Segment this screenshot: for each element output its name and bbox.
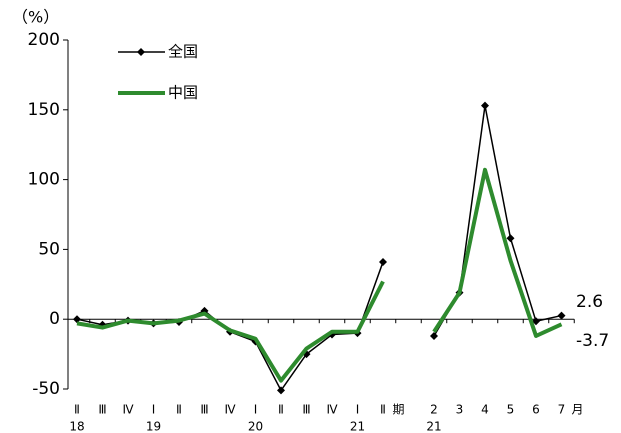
- marker: [506, 234, 515, 243]
- x-tick-label: Ⅲ: [302, 403, 310, 417]
- y-unit: （%）: [12, 8, 59, 27]
- legend-label: 全国: [168, 43, 198, 61]
- x-tick-label: 5: [507, 403, 515, 417]
- series-line: [76, 280, 385, 383]
- legend-label: 中国: [168, 84, 198, 102]
- y-tick-label: -50: [32, 379, 60, 399]
- x-tick-label: Ⅲ: [200, 403, 208, 417]
- x-tick-label: 4: [481, 403, 489, 417]
- x-tick-label: 2: [430, 403, 438, 417]
- x-tick-label: Ⅱ: [176, 403, 182, 417]
- year-label: 20: [248, 420, 263, 433]
- x-tick-label: Ⅰ: [254, 403, 258, 417]
- x-tick-label: Ⅰ: [356, 403, 360, 417]
- marker: [379, 257, 387, 266]
- y-tick-label: 150: [28, 100, 60, 120]
- year-label: 19: [146, 420, 161, 433]
- marker: [73, 315, 81, 324]
- x-tick-label: 6: [532, 403, 540, 417]
- year-label: 18: [69, 420, 84, 433]
- year-label: 21: [426, 420, 441, 433]
- y-tick-label: 200: [28, 30, 60, 50]
- y-tick-label: 0: [49, 309, 60, 329]
- x-tick-label: Ⅲ: [98, 403, 106, 417]
- marker: [481, 101, 489, 110]
- x-tick-label: Ⅳ: [122, 403, 133, 417]
- x-tick-label: Ⅳ: [224, 403, 235, 417]
- marker: [430, 331, 438, 340]
- y-tick-label: 100: [28, 170, 60, 190]
- x-tick-label: Ⅳ: [326, 403, 337, 417]
- series-line: [432, 167, 563, 338]
- series-line: [76, 261, 384, 392]
- marker: [557, 311, 566, 320]
- year-label: 21: [350, 420, 365, 433]
- y-tick-label: 50: [38, 239, 60, 259]
- x-tick-label: Ⅱ: [278, 403, 284, 417]
- marker: [532, 317, 540, 326]
- legend-marker: [137, 48, 145, 56]
- marker: [277, 386, 285, 395]
- x-tick-label: Ⅱ: [380, 403, 386, 417]
- x-tick-label: 7: [558, 403, 566, 417]
- end-label: -3.7: [576, 331, 609, 351]
- x-tick-label: 3: [456, 403, 464, 417]
- end-label: 2.6: [576, 292, 603, 312]
- month-unit: 月: [571, 403, 583, 417]
- x-tick-label: Ⅰ: [152, 403, 156, 417]
- quarter-unit: 期: [392, 403, 404, 417]
- x-tick-label: Ⅱ: [74, 403, 80, 417]
